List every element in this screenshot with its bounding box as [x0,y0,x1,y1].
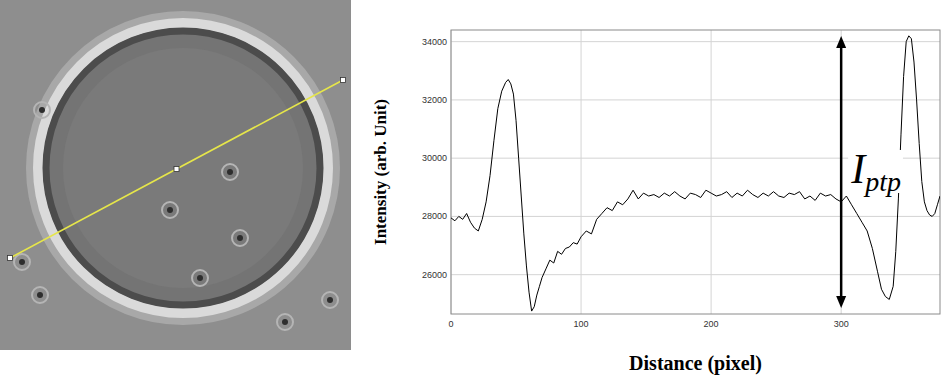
profile-handle [8,256,13,261]
image-background [0,0,351,350]
page: 0 100 200 300 26000 28000 30000 32000 34000 Dista… [0,0,951,381]
plot-area [451,30,940,314]
x-grid-line [581,30,582,314]
x-grid-line [711,30,712,314]
y-grid-line [451,216,940,217]
particle [167,207,173,213]
profile-line [10,80,343,258]
particle-ring [277,314,293,330]
arrow-head [836,296,846,308]
annotation: Iptp [836,36,903,308]
chart: 0 100 200 300 26000 28000 30000 32000 34000 Dista… [371,30,940,375]
series-group [451,36,940,311]
annotation-arrow [840,44,843,300]
halo-outer [31,16,335,320]
profile-handle [341,78,346,83]
y-grid-line [451,41,940,42]
y-grid-line [451,274,940,275]
particle-ring [322,292,338,308]
x-tick-label: 0 [448,319,453,329]
x-axis-title: Distance (pixel) [629,352,762,375]
y-axis-title: Intensity (arb. Unit) [371,99,390,245]
particle [327,297,333,303]
y-tick-label: 32000 [422,95,447,105]
arrow-head [836,36,846,48]
x-tick-label: 100 [574,319,589,329]
droplet [46,31,320,305]
particle-ring [192,270,208,286]
y-tick-label: 28000 [422,211,447,221]
y-tick-label: 34000 [422,37,447,47]
particle [227,169,233,175]
y-tick-label: 30000 [422,153,447,163]
particle [282,319,288,325]
y-tick-label: 26000 [422,270,447,280]
particle [197,275,203,281]
particle-ring [162,202,178,218]
particle-ring [34,102,50,118]
annotation-text: Iptp [850,146,901,197]
particle [19,259,25,265]
x-tick-label: 200 [704,319,719,329]
particle-ring [14,254,30,270]
particle-ring [232,230,248,246]
particle-ring [222,164,238,180]
plot-frame [451,30,940,314]
halo-bright [38,23,328,313]
micrograph [0,0,351,350]
particle [39,107,45,113]
x-grid-line [841,30,842,314]
intensity-profile [451,36,940,311]
particle [37,292,43,298]
y-grid-line [451,99,940,100]
particle [237,235,243,241]
particle-ring [32,287,48,303]
annotation-subscript: ptp [863,166,901,197]
x-tick-label: 300 [834,319,849,329]
profile-handle [174,167,179,172]
droplet-core [63,48,303,288]
